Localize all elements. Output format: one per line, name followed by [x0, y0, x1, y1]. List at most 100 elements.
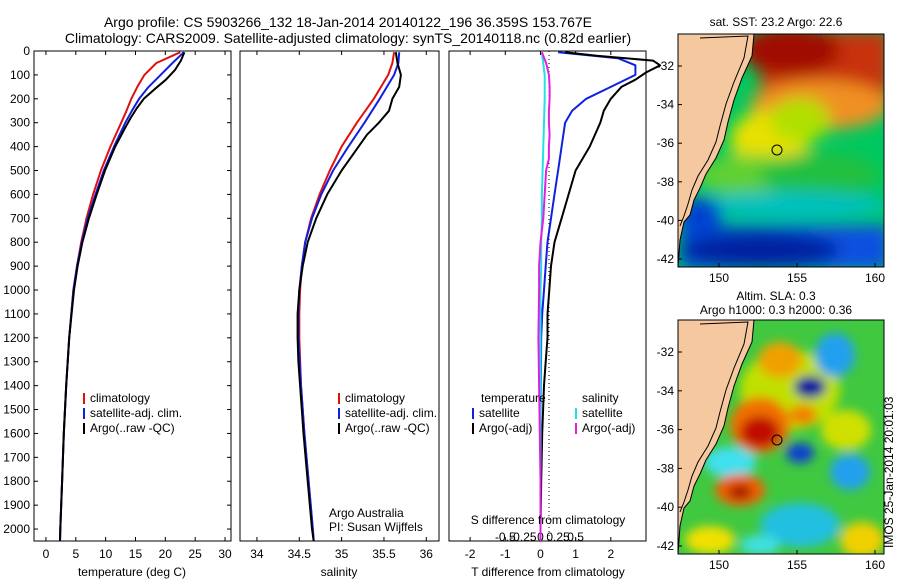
legend-temperature-title: temperature	[481, 391, 546, 405]
legend-label: climatology	[345, 391, 405, 405]
x-tick-label: 15	[129, 547, 143, 561]
x-tick-label: 35	[335, 547, 349, 561]
depth-tick-label: 700	[10, 211, 30, 225]
x-tick-label: 30	[218, 547, 232, 561]
depth-tick-label: 1800	[3, 474, 30, 488]
legend-label: Argo(..raw -QC)	[90, 421, 175, 435]
legend-salinity-title: salinity	[582, 391, 619, 405]
figure-title-line2: Climatology: CARS2009. Satellite-adjuste…	[65, 30, 631, 46]
depth-tick-label: 1100	[4, 307, 30, 321]
lat-tick-label: -40	[657, 213, 675, 227]
lat-tick-label: -38	[657, 461, 675, 475]
s-tick-label: -0.5	[495, 530, 516, 544]
series-argo-raw-qc-	[296, 52, 402, 542]
salinity-panel: 34 34.5 35 35.5 36 salinity climatologysatel…	[239, 50, 440, 579]
sla-map-title-line1: Altim. SLA: 0.3	[736, 289, 816, 303]
depth-tick-label: 1500	[3, 403, 30, 417]
sst-map-title: sat. SST: 23.2 Argo: 22.6	[710, 15, 843, 29]
x-tick-label: 2	[607, 547, 614, 561]
lon-tick-label: 150	[709, 558, 729, 572]
imos-credit: IMOS 25-Jan-2014 20:01:03	[882, 396, 896, 548]
depth-tick-label: 1200	[3, 331, 30, 345]
legend-label: Argo(-adj)	[479, 421, 532, 435]
depth-tick-label: 1400	[3, 379, 30, 393]
x-tick-label: 0	[43, 547, 50, 561]
depth-tick-label: 300	[10, 116, 30, 130]
temperature-axes	[33, 50, 232, 542]
sla-eddy-pattern	[685, 333, 884, 554]
x-tick-label: 0	[537, 547, 544, 561]
x-tick-label: 10	[99, 547, 113, 561]
temperature-panel: 0100200300400500600700800900100011001200…	[3, 44, 646, 579]
principal-investigator-label: PI: Susan Wijffels	[329, 520, 423, 534]
difference-legend: temperature salinitysatelliteArgo(-adj)sa…	[472, 391, 635, 435]
lat-tick-label: -32	[657, 345, 675, 359]
lat-tick-label: -38	[657, 175, 675, 189]
depth-tick-label: 600	[10, 187, 30, 201]
s-tick-label: 0.5	[567, 530, 584, 544]
sla-coastline-land	[678, 320, 755, 554]
legend-label: climatology	[90, 391, 150, 405]
depth-tick-label: 0	[23, 44, 30, 58]
s-tick-label: -0.25	[509, 530, 537, 544]
sst-warm-pattern	[678, 34, 884, 267]
sst-shelf-contour	[679, 35, 749, 227]
difference-panel: -2 -1 0 1 2 -0.5-0.25 0 0.250.5 S difference f…	[448, 50, 662, 579]
depth-tick-label: 100	[10, 68, 30, 82]
x-tick-label: 34	[250, 547, 264, 561]
sla-map-frame	[677, 319, 885, 555]
sst-map-frame	[677, 33, 885, 268]
lon-tick-label: 160	[865, 271, 885, 285]
depth-tick-label: 400	[10, 140, 30, 154]
sla-shelf-contour	[679, 321, 749, 513]
argo-program-label: Argo Australia	[329, 506, 404, 520]
legend-label: Argo(..raw -QC)	[345, 421, 430, 435]
depth-tick-label: 800	[10, 235, 30, 249]
series-temperature-argo-adj-	[539, 51, 662, 541]
salinity-xlabel: salinity	[321, 565, 358, 579]
legend-label: satellite-adj. clim.	[345, 406, 437, 420]
x-tick-label: 5	[72, 547, 79, 561]
sla-map: Altim. SLA: 0.3 Argo h1000: 0.3 h2000: 0…	[657, 289, 886, 572]
x-tick-label: 36	[420, 547, 434, 561]
lon-tick-label: 150	[709, 271, 729, 285]
s-difference-label: S difference from climatology	[471, 513, 626, 527]
t-difference-label: T difference from climatology	[471, 565, 625, 579]
sla-map-title-line2: Argo h1000: 0.3 h2000: 0.36	[700, 303, 852, 317]
sst-coastline-land	[678, 34, 755, 267]
x-tick-label: 34.5	[288, 547, 312, 561]
sst-map: sat. SST: 23.2 Argo: 22.6	[657, 15, 886, 285]
lon-tick-label: 155	[787, 271, 807, 285]
depth-tick-label: 1000	[3, 283, 30, 297]
legend-label: satellite	[479, 406, 520, 420]
depth-tick-label: 1700	[3, 450, 30, 464]
x-tick-label: 20	[159, 547, 173, 561]
depth-tick-label: 500	[10, 164, 30, 178]
x-tick-label: 1	[572, 547, 579, 561]
x-tick-label: -1	[500, 547, 511, 561]
lat-tick-label: -40	[657, 500, 675, 514]
lat-tick-label: -42	[657, 252, 675, 266]
lon-tick-label: 155	[787, 558, 807, 572]
s-tick-label: 0.25	[546, 530, 570, 544]
depth-tick-label: 200	[10, 92, 30, 106]
sla-float-marker	[771, 434, 783, 446]
figure-title-line1: Argo profile: CS 5903266_132 18-Jan-2014…	[104, 14, 592, 30]
temperature-xlabel: temperature (deg C)	[78, 565, 186, 579]
depth-tick-label: 2000	[3, 522, 30, 536]
depth-tick-label: 1600	[3, 426, 30, 440]
x-tick-label: 35.5	[372, 547, 396, 561]
difference-axes	[448, 50, 647, 542]
lat-tick-label: -42	[657, 539, 675, 553]
x-tick-label: 25	[189, 547, 203, 561]
x-tick-label: -2	[465, 547, 476, 561]
lat-tick-label: -36	[657, 136, 675, 150]
series-salinity-argo-adj-	[537, 51, 551, 541]
legend-label: satellite-adj. clim.	[90, 406, 182, 420]
lat-tick-label: -32	[657, 59, 675, 73]
legend-label: satellite	[582, 406, 623, 420]
depth-tick-label: 1900	[3, 498, 30, 512]
